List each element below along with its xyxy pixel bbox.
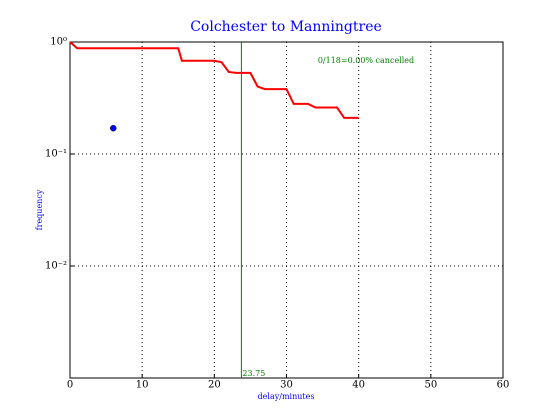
data-line: [69, 41, 359, 119]
x-tick-label: 0: [67, 380, 73, 391]
y-tick-label: 10⁻¹: [45, 149, 67, 160]
x-tick-label: 30: [280, 380, 293, 391]
y-axis-label: frequency: [35, 189, 44, 230]
x-tick-label: 60: [497, 380, 510, 391]
y-tick-label: 10⁰: [50, 37, 67, 48]
plot-frame: [69, 41, 504, 379]
x-tick-label: 20: [208, 380, 221, 391]
reference-label: 23.75: [242, 369, 265, 378]
data-point: [110, 124, 117, 132]
x-tick-label: 50: [424, 380, 437, 391]
y-tick-label: 10⁻²: [45, 261, 67, 272]
x-tick-label: 10: [136, 380, 149, 391]
annotation: 0/118=0.00% cancelled: [318, 56, 414, 65]
x-axis-label: delay/minutes: [258, 392, 315, 401]
chart-title: Colchester to Manningtree: [190, 19, 382, 35]
x-tick-label: 40: [352, 380, 365, 391]
